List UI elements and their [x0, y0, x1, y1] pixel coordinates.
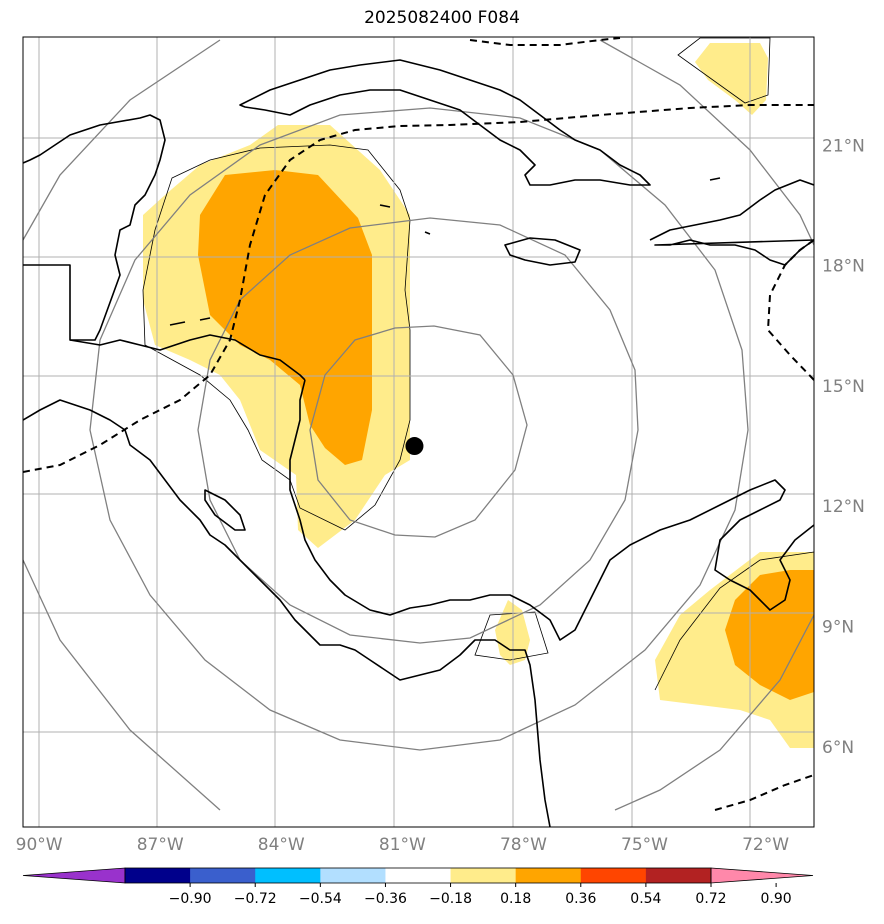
contour-fill-nw-orange: [198, 170, 372, 465]
dashed-contour-top: [469, 37, 621, 46]
map-title: 2025082400 F084: [364, 8, 520, 28]
dashed-contour-main: [23, 104, 814, 473]
colorbar-segment: [385, 868, 452, 883]
colorbar-segment: [580, 868, 647, 883]
range-ring-inner: [309, 325, 528, 538]
coast-jamaica: [504, 237, 581, 266]
lon-tick-label: 75°W: [621, 835, 668, 855]
longitude-labels: 90°W 87°W 84°W 81°W 78°W 75°W 72°W: [16, 835, 790, 855]
coast-central-america: [23, 399, 551, 827]
lon-tick-label: 90°W: [16, 835, 63, 855]
dashed-contour-se: [714, 774, 814, 811]
lon-tick-label: 78°W: [500, 835, 547, 855]
colorbar: −0.90 −0.72 −0.54 −0.36 −0.18 0.18 0.36 0.54 0.7…: [22, 867, 814, 907]
contour-outlines: [142, 37, 814, 691]
colorbar-label: 0.90: [761, 891, 792, 907]
map-frame: [22, 36, 815, 828]
colorbar-label: −0.18: [429, 891, 472, 907]
coastlines: [23, 59, 814, 827]
coast-cuba: [239, 59, 651, 186]
colorbar-segment: [645, 868, 712, 883]
colorbar-label: 0.18: [500, 891, 531, 907]
colorbar-label: 0.54: [630, 891, 661, 907]
colorbar-extend-low: [22, 867, 126, 884]
lat-tick-label: 18°N: [822, 257, 865, 277]
coast-lake-nicaragua: [204, 489, 246, 531]
contour-fill-ne-light: [695, 43, 768, 115]
colorbar-label: 0.36: [565, 891, 596, 907]
dashed-contour-east: [766, 239, 814, 381]
lat-tick-label: 9°N: [822, 617, 854, 637]
colorbar-outline: [124, 867, 712, 884]
lon-tick-label: 72°W: [742, 835, 789, 855]
lon-tick-label: 84°W: [258, 835, 305, 855]
lat-tick-label: 6°N: [822, 738, 854, 758]
lat-tick-label: 21°N: [822, 136, 865, 156]
filled-contours: [143, 43, 814, 748]
lat-tick-label: 12°N: [822, 497, 865, 517]
lon-tick-label: 87°W: [137, 835, 184, 855]
range-ring-outer: [23, 39, 814, 811]
storm-center-marker: [405, 437, 424, 456]
colorbar-label: −0.72: [234, 891, 277, 907]
contour-fill-se-orange: [725, 570, 814, 700]
colorbar-segment: [255, 868, 321, 883]
colorbar-segment: [450, 868, 517, 883]
lon-tick-label: 81°W: [379, 835, 426, 855]
range-ring-third: [89, 107, 749, 751]
colorbar-segment: [125, 868, 191, 883]
coast-hispaniola: [649, 179, 814, 266]
colorbar-label: −0.54: [299, 891, 342, 907]
colorbar-segment: [515, 868, 582, 883]
colorbar-extend-high: [710, 867, 814, 884]
colorbar-label: 0.72: [695, 891, 726, 907]
range-rings: [23, 39, 814, 811]
lat-tick-label: 15°N: [822, 377, 865, 397]
range-ring-second: [197, 217, 639, 644]
colorbar-segment: [190, 868, 256, 883]
colorbar-label: −0.36: [364, 891, 407, 907]
latitude-labels: 6°N 9°N 12°N 15°N 18°N 21°N: [822, 136, 865, 758]
dashed-contours: [23, 37, 814, 811]
coast-yucatan: [23, 114, 166, 341]
colorbar-label: −0.90: [169, 891, 212, 907]
graticule: [23, 37, 814, 827]
colorbar-segment: [320, 868, 386, 883]
